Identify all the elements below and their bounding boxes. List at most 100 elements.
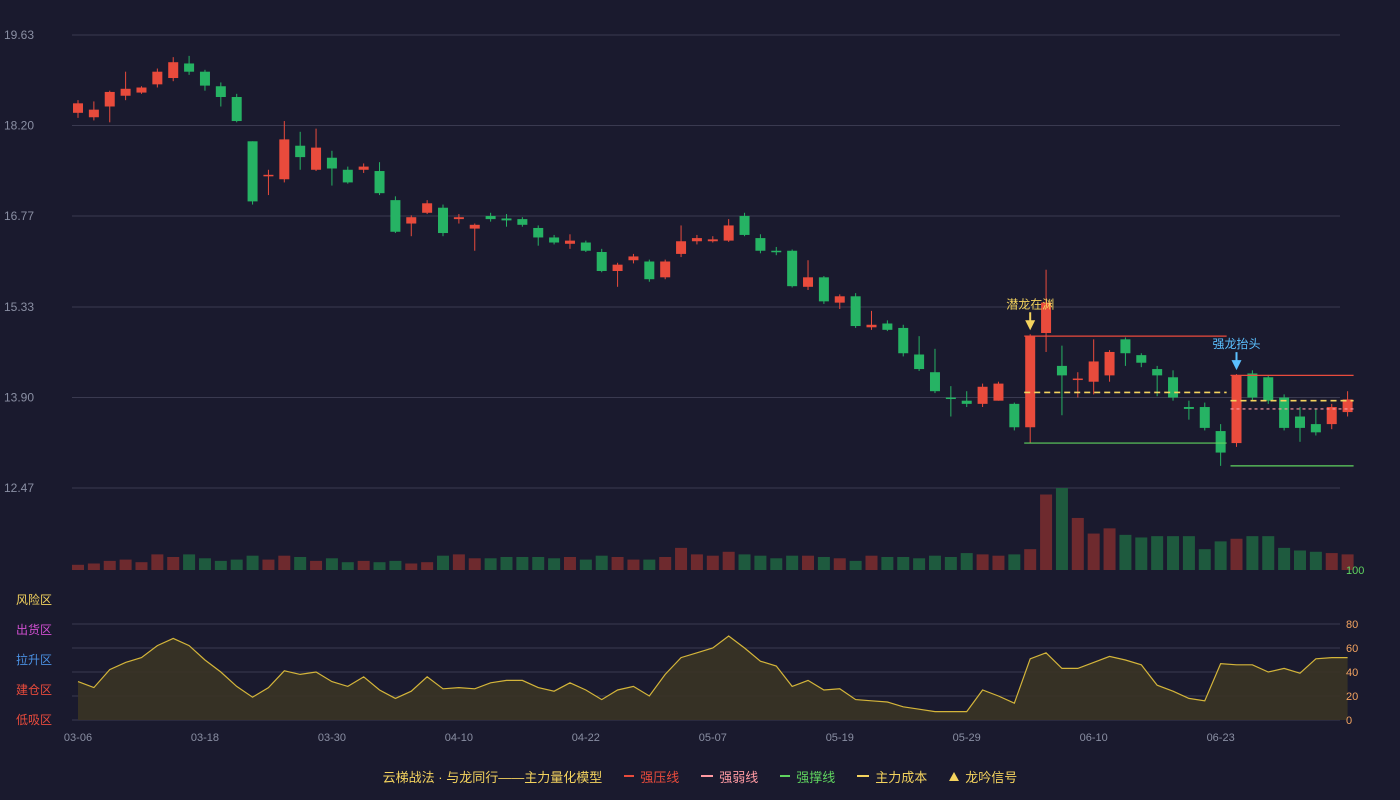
candle-body: [1152, 369, 1163, 376]
volume-bar: [643, 559, 656, 570]
candle-body: [787, 250, 798, 287]
volume-bar: [262, 559, 275, 570]
volume-bar: [1119, 534, 1132, 570]
candle-body: [517, 219, 528, 225]
volume-bar: [1341, 554, 1354, 570]
oscillator-zone-label: 低吸区: [16, 713, 52, 727]
price-tick-label: 12.47: [4, 481, 34, 495]
volume-bars: [72, 488, 1354, 570]
volume-bar: [548, 558, 561, 570]
date-tick-label: 03-30: [318, 732, 346, 744]
triangle-icon: [949, 771, 960, 781]
volume-bar: [341, 562, 354, 570]
volume-bar: [135, 562, 148, 570]
candle-body: [1120, 339, 1131, 354]
signal-label: 潜龙在渊: [1006, 297, 1054, 311]
candle-body: [628, 256, 639, 261]
volume-bar: [532, 556, 545, 570]
volume-bar: [928, 555, 941, 570]
candle-body: [596, 252, 607, 271]
legend-strong-support-label: 强撑线: [796, 769, 836, 785]
candle-body: [945, 397, 956, 400]
volume-bar: [230, 559, 243, 570]
red-line-icon: [624, 775, 635, 777]
volume-bar: [865, 555, 878, 570]
date-tick-label: 05-29: [953, 732, 981, 744]
legend-strong-pressure-label: 强压线: [640, 769, 680, 785]
date-tick-label: 05-07: [699, 732, 727, 744]
legend-item-strong-pressure: 强压线: [624, 767, 679, 786]
volume-bar: [1230, 538, 1243, 570]
volume-bar: [976, 554, 989, 570]
volume-bar: [690, 554, 703, 570]
volume-bar: [754, 555, 767, 570]
volume-bar: [1182, 536, 1195, 570]
candle-body: [961, 400, 972, 404]
volume-bar: [357, 560, 370, 570]
oscillator-tick-label: 80: [1346, 619, 1358, 631]
volume-bar: [325, 558, 338, 570]
volume-bar: [786, 555, 799, 570]
volume-bar: [897, 556, 910, 570]
volume-bar: [1278, 547, 1291, 570]
volume-bar: [960, 553, 973, 570]
candle-body: [1279, 397, 1290, 428]
volume-bar: [87, 563, 100, 570]
candle-body: [295, 145, 306, 158]
candle-body: [1072, 378, 1083, 381]
candle-body: [1104, 351, 1115, 376]
volume-bar: [1167, 536, 1180, 570]
candle-body: [866, 324, 877, 328]
date-tick-label: 06-10: [1080, 732, 1108, 744]
candle-body: [199, 71, 210, 86]
candle-body: [882, 323, 893, 330]
candle-body: [739, 215, 750, 235]
volume-bar: [198, 558, 211, 570]
volume-bar: [722, 551, 735, 570]
candle-body: [1263, 377, 1274, 401]
candle-body: [326, 157, 337, 169]
candle-body: [898, 327, 909, 354]
legend-model-label: 云梯战法 · 与龙同行——主力量化模型: [382, 769, 603, 785]
date-tick-label: 06-23: [1207, 732, 1235, 744]
volume-bar: [389, 560, 402, 570]
volume-bar: [944, 556, 957, 570]
date-tick-label: 04-10: [445, 732, 473, 744]
volume-bar: [1071, 517, 1084, 570]
date-tick-label: 03-18: [191, 732, 219, 744]
candle-body: [120, 88, 131, 96]
candle-body: [215, 86, 226, 98]
volume-bar: [516, 556, 529, 570]
candle-body: [707, 239, 718, 242]
candle-body: [279, 139, 290, 180]
oscillator-zone-label: 风险区: [16, 592, 52, 607]
candle-body: [612, 264, 623, 271]
candle-body: [263, 174, 274, 177]
candle-body: [755, 238, 766, 251]
volume-bar: [214, 560, 227, 570]
green-line-icon: [780, 775, 791, 777]
legend-strong-weak-label: 强弱线: [719, 769, 759, 785]
volume-bar: [992, 555, 1005, 570]
candle-body: [818, 277, 829, 302]
volume-bar: [373, 562, 386, 570]
candle-body: [1025, 336, 1036, 428]
candle-body: [549, 237, 560, 243]
price-tick-label: 19.63: [4, 28, 34, 42]
candle-body: [803, 277, 814, 287]
volume-bar: [183, 554, 196, 570]
candle-body: [501, 218, 512, 221]
volume-bar: [151, 554, 164, 570]
candle-body: [1088, 361, 1099, 382]
volume-bar: [627, 559, 640, 570]
candle-body: [184, 63, 195, 72]
oscillator-zone-label: 出货区: [16, 622, 52, 637]
price-tick-label: 16.77: [4, 209, 34, 223]
volume-bar: [103, 560, 116, 570]
volume-bar: [452, 554, 465, 570]
volume-bar: [1246, 536, 1259, 570]
volume-bar: [913, 558, 926, 570]
volume-bar: [738, 554, 751, 570]
